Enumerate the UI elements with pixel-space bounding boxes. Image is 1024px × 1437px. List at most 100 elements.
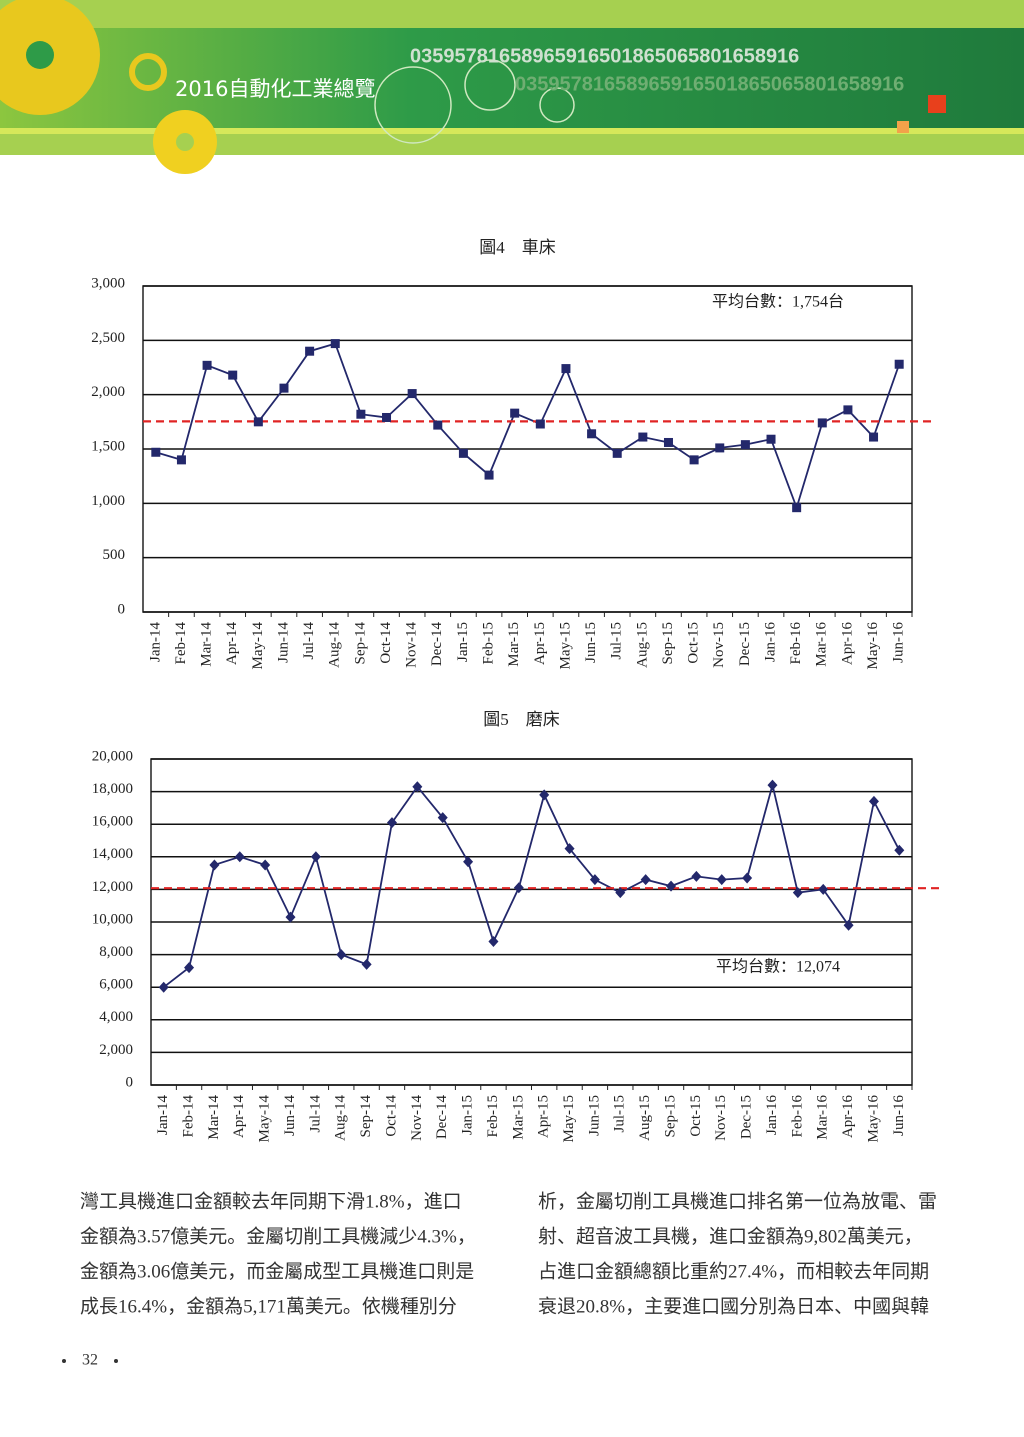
y-tick-label: 8,000 xyxy=(99,944,133,960)
y-tick-label: 2,000 xyxy=(91,384,125,400)
header-digits: 03595781658965916501865065801658916 xyxy=(410,45,799,67)
x-tick-label: Sep-14 xyxy=(352,622,368,665)
x-tick-label: Mar-14 xyxy=(199,622,215,667)
marker xyxy=(539,789,550,801)
body-line: 金額為3.06億美元，而金屬成型工具機進口則是 xyxy=(80,1260,474,1282)
marker xyxy=(666,880,677,892)
marker xyxy=(740,440,750,450)
circle-deco xyxy=(374,66,452,144)
body-line: 占進口金額總額比重約27.4%，而相較去年同期 xyxy=(538,1260,929,1282)
x-tick-label: May-15 xyxy=(557,622,573,670)
marker xyxy=(184,962,195,974)
x-tick-label: May-14 xyxy=(257,1095,273,1143)
y-tick-label: 1,000 xyxy=(91,493,125,509)
marker xyxy=(640,874,651,886)
page-number: 32 xyxy=(82,1352,98,1369)
x-tick-label: Apr-14 xyxy=(231,1095,247,1139)
x-tick-label: Sep-14 xyxy=(358,1095,374,1138)
x-tick-label: Feb-15 xyxy=(480,622,496,665)
marker xyxy=(513,882,524,894)
marker xyxy=(253,417,263,427)
marker xyxy=(336,949,347,961)
marker xyxy=(310,851,321,863)
x-tick-label: Feb-15 xyxy=(485,1095,501,1138)
x-tick-label: Apr-16 xyxy=(839,622,855,666)
marker xyxy=(843,919,854,931)
x-tick-label: Jul-15 xyxy=(612,1095,628,1133)
x-tick-label: Apr-15 xyxy=(536,1095,552,1138)
x-tick-label: Mar-16 xyxy=(815,1095,831,1140)
x-tick-label: Nov-15 xyxy=(713,1095,729,1141)
x-tick-label: Aug-15 xyxy=(637,1095,653,1141)
x-tick-label: Jul-14 xyxy=(307,1095,323,1133)
marker xyxy=(742,872,753,884)
y-tick-label: 12,000 xyxy=(92,879,133,895)
y-tick-label: 14,000 xyxy=(92,846,133,862)
marker xyxy=(158,981,169,993)
x-tick-label: Jan-15 xyxy=(455,622,471,662)
chart: 圖4 車床 0 500 1,000 1,500 2,000 2,500 3,000 Jan-14… xyxy=(91,238,935,670)
marker xyxy=(356,409,366,419)
x-tick-label: Jul-14 xyxy=(301,622,317,660)
marker xyxy=(386,817,397,829)
bullet xyxy=(62,1359,66,1363)
y-tick-label: 20,000 xyxy=(92,748,133,764)
marker xyxy=(228,370,238,380)
marker xyxy=(407,389,417,399)
x-tick-label: Jun-16 xyxy=(891,1095,907,1136)
marker xyxy=(234,851,245,863)
x-tick-label: Feb-16 xyxy=(788,622,804,665)
x-tick-label: Aug-15 xyxy=(634,622,650,668)
x-tick-label: May-14 xyxy=(250,622,266,670)
chart-title: 圖4 車床 xyxy=(479,238,556,257)
x-tick-label: Mar-16 xyxy=(814,622,830,667)
circle-deco xyxy=(464,59,516,111)
chart: 圖5 磨床 0 2,000 4,000 6,000 8,000 10,000 12,000 14… xyxy=(92,710,942,1143)
marker xyxy=(151,447,161,457)
x-tick-label: Jun-14 xyxy=(275,622,291,663)
x-tick-label: May-15 xyxy=(561,1095,577,1143)
x-tick-label: Jun-14 xyxy=(282,1095,298,1136)
gear xyxy=(129,53,167,91)
body-line: 析，金屬切削工具機進口排名第一位為放電、雷 xyxy=(538,1190,937,1212)
marker xyxy=(868,795,879,807)
y-tick-label: 500 xyxy=(103,547,126,563)
y-tick-label: 4,000 xyxy=(99,1009,133,1025)
bullet xyxy=(114,1359,118,1363)
marker xyxy=(433,420,443,430)
marker xyxy=(412,781,423,793)
body-text: 灣工具機進口金額較去年同期下滑1.8%，進口金額為3.57億美元。金屬切削工具機… xyxy=(80,1190,937,1317)
charts: 圖4 車床 0 500 1,000 1,500 2,000 2,500 3,000 Jan-14… xyxy=(91,238,942,1143)
marker xyxy=(305,346,315,356)
marker xyxy=(484,470,494,480)
marker xyxy=(615,887,626,899)
square-deco xyxy=(897,121,909,133)
marker xyxy=(463,856,474,868)
x-tick-label: Dec-15 xyxy=(737,622,753,666)
data-line xyxy=(163,784,901,988)
y-tick-label: 10,000 xyxy=(92,911,133,927)
body-line: 灣工具機進口金額較去年同期下滑1.8%，進口 xyxy=(80,1190,462,1212)
x-tick-label: Apr-16 xyxy=(840,1095,856,1139)
y-tick-label: 6,000 xyxy=(99,977,133,993)
marker xyxy=(330,339,340,349)
header-stripe xyxy=(0,128,1024,134)
marker xyxy=(209,859,220,871)
x-tick-label: Dec-14 xyxy=(434,1095,450,1140)
x-tick-label: Apr-14 xyxy=(224,622,240,666)
body-line: 衰退20.8%，主要進口國分別為日本、中國與韓 xyxy=(538,1295,929,1317)
marker xyxy=(587,429,597,439)
marker xyxy=(612,448,622,458)
x-tick-label: Jan-14 xyxy=(147,622,163,662)
marker xyxy=(458,448,468,458)
marker xyxy=(792,887,803,899)
marker xyxy=(716,874,727,886)
marker xyxy=(894,844,905,856)
x-tick-label: Nov-15 xyxy=(711,622,727,668)
marker xyxy=(843,405,853,415)
marker xyxy=(510,408,520,418)
y-tick-label: 2,000 xyxy=(99,1042,133,1058)
marker xyxy=(689,455,699,465)
header: 03595781658965916501865065801658916 0359… xyxy=(0,0,1024,174)
